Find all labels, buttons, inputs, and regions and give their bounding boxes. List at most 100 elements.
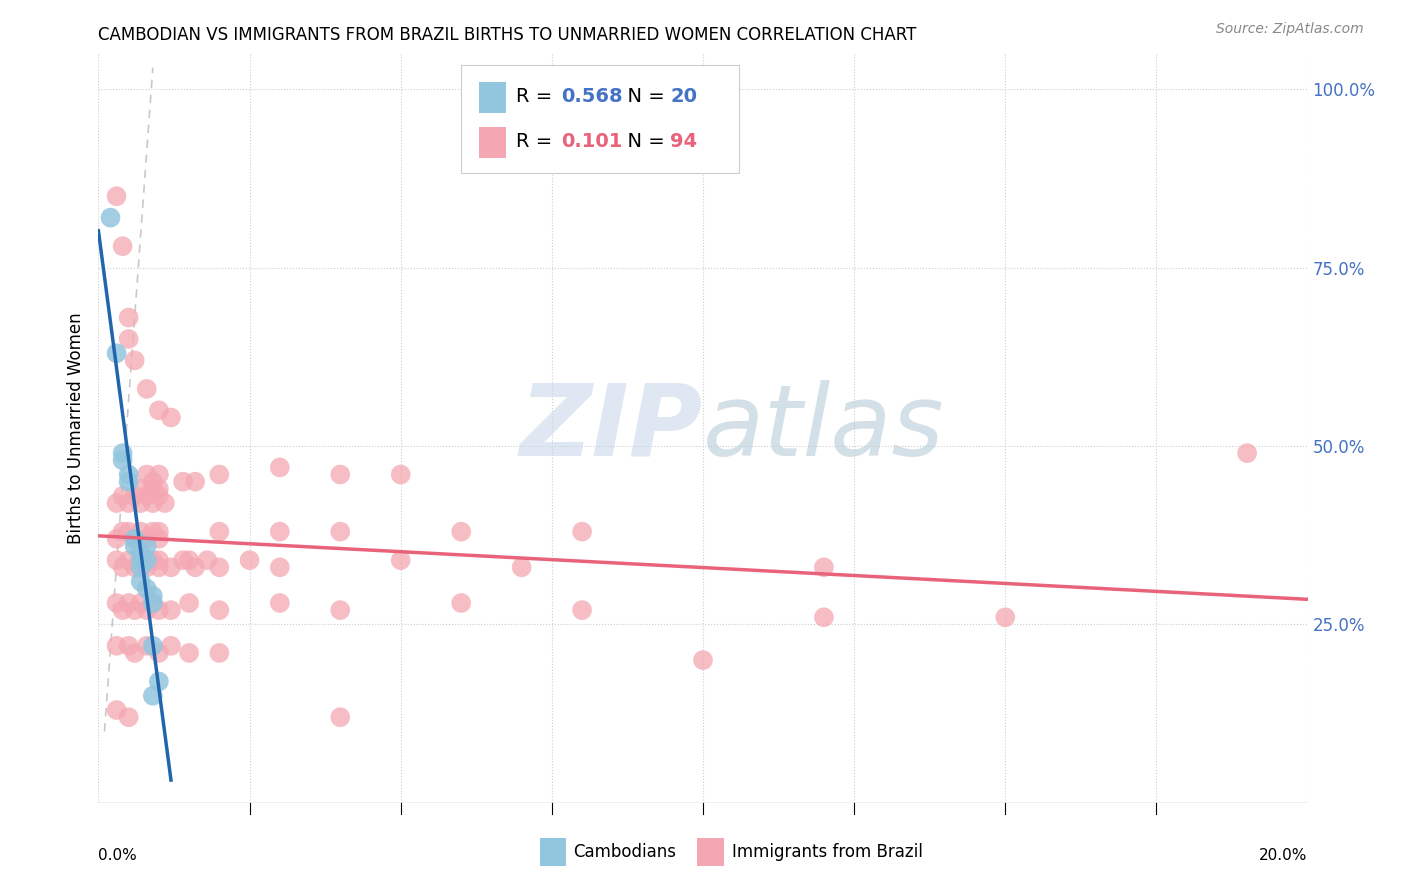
Point — [813, 610, 835, 624]
Point — [148, 403, 170, 417]
Point — [129, 574, 152, 589]
Point — [160, 410, 183, 425]
Point — [118, 332, 141, 346]
Point — [148, 646, 170, 660]
Text: 0.101: 0.101 — [561, 132, 623, 152]
Point — [148, 532, 170, 546]
Point — [184, 560, 207, 574]
Point — [148, 560, 170, 574]
Point — [111, 603, 134, 617]
Point — [450, 596, 472, 610]
Point — [179, 553, 201, 567]
Point — [129, 496, 152, 510]
Point — [813, 560, 835, 574]
Point — [148, 674, 170, 689]
Point — [111, 489, 134, 503]
Point — [994, 610, 1017, 624]
Point — [118, 310, 141, 325]
Point — [100, 211, 122, 225]
Text: Source: ZipAtlas.com: Source: ZipAtlas.com — [1216, 22, 1364, 37]
Text: CAMBODIAN VS IMMIGRANTS FROM BRAZIL BIRTHS TO UNMARRIED WOMEN CORRELATION CHART: CAMBODIAN VS IMMIGRANTS FROM BRAZIL BIRT… — [98, 26, 917, 44]
Point — [118, 496, 141, 510]
Point — [135, 560, 157, 574]
Point — [179, 596, 201, 610]
Text: Immigrants from Brazil: Immigrants from Brazil — [733, 843, 922, 862]
Point — [329, 710, 352, 724]
Point — [148, 482, 170, 496]
Point — [129, 553, 152, 567]
Point — [105, 189, 128, 203]
Point — [129, 560, 152, 574]
Point — [124, 532, 146, 546]
Point — [118, 639, 141, 653]
Point — [195, 553, 218, 567]
Point — [142, 639, 165, 653]
Point — [111, 524, 134, 539]
Text: N =: N = — [614, 132, 671, 152]
Point — [172, 475, 194, 489]
Point — [105, 553, 128, 567]
Point — [111, 239, 134, 253]
Text: 0.568: 0.568 — [561, 87, 623, 106]
Point — [124, 353, 146, 368]
Y-axis label: Births to Unmarried Women: Births to Unmarried Women — [66, 312, 84, 544]
Point — [142, 524, 165, 539]
Point — [105, 532, 128, 546]
Point — [571, 603, 593, 617]
Point — [118, 710, 141, 724]
Point — [135, 467, 157, 482]
Point — [118, 553, 141, 567]
Point — [172, 553, 194, 567]
Point — [142, 596, 165, 610]
Text: ZIP: ZIP — [520, 380, 703, 476]
Point — [124, 532, 146, 546]
Point — [450, 524, 472, 539]
Point — [153, 496, 176, 510]
Point — [184, 475, 207, 489]
Point — [135, 489, 157, 503]
Point — [142, 475, 165, 489]
Point — [111, 560, 134, 574]
Point — [118, 524, 141, 539]
Point — [142, 589, 165, 603]
Bar — [479, 127, 506, 159]
Point — [148, 489, 170, 503]
Point — [269, 460, 291, 475]
Point — [208, 560, 231, 574]
Point — [135, 539, 157, 553]
Point — [389, 553, 412, 567]
Point — [105, 346, 128, 360]
Point — [239, 553, 262, 567]
Point — [124, 560, 146, 574]
Point — [124, 489, 146, 503]
Point — [148, 467, 170, 482]
Text: R =: R = — [516, 132, 558, 152]
Point — [692, 653, 714, 667]
Point — [105, 703, 128, 717]
Point — [269, 596, 291, 610]
Point — [129, 482, 152, 496]
Text: Cambodians: Cambodians — [574, 843, 676, 862]
Point — [124, 603, 146, 617]
Point — [269, 560, 291, 574]
Point — [142, 496, 165, 510]
Point — [142, 596, 165, 610]
Bar — [540, 838, 567, 866]
Point — [142, 553, 165, 567]
Point — [208, 646, 231, 660]
Point — [329, 524, 352, 539]
Point — [148, 603, 170, 617]
Point — [124, 646, 146, 660]
Point — [1236, 446, 1258, 460]
Point — [142, 482, 165, 496]
Text: R =: R = — [516, 87, 558, 106]
Point — [111, 453, 134, 467]
Point — [129, 553, 152, 567]
Point — [269, 524, 291, 539]
Point — [160, 639, 183, 653]
Point — [510, 560, 533, 574]
Point — [129, 524, 152, 539]
Point — [389, 467, 412, 482]
Bar — [479, 82, 506, 113]
Point — [129, 596, 152, 610]
